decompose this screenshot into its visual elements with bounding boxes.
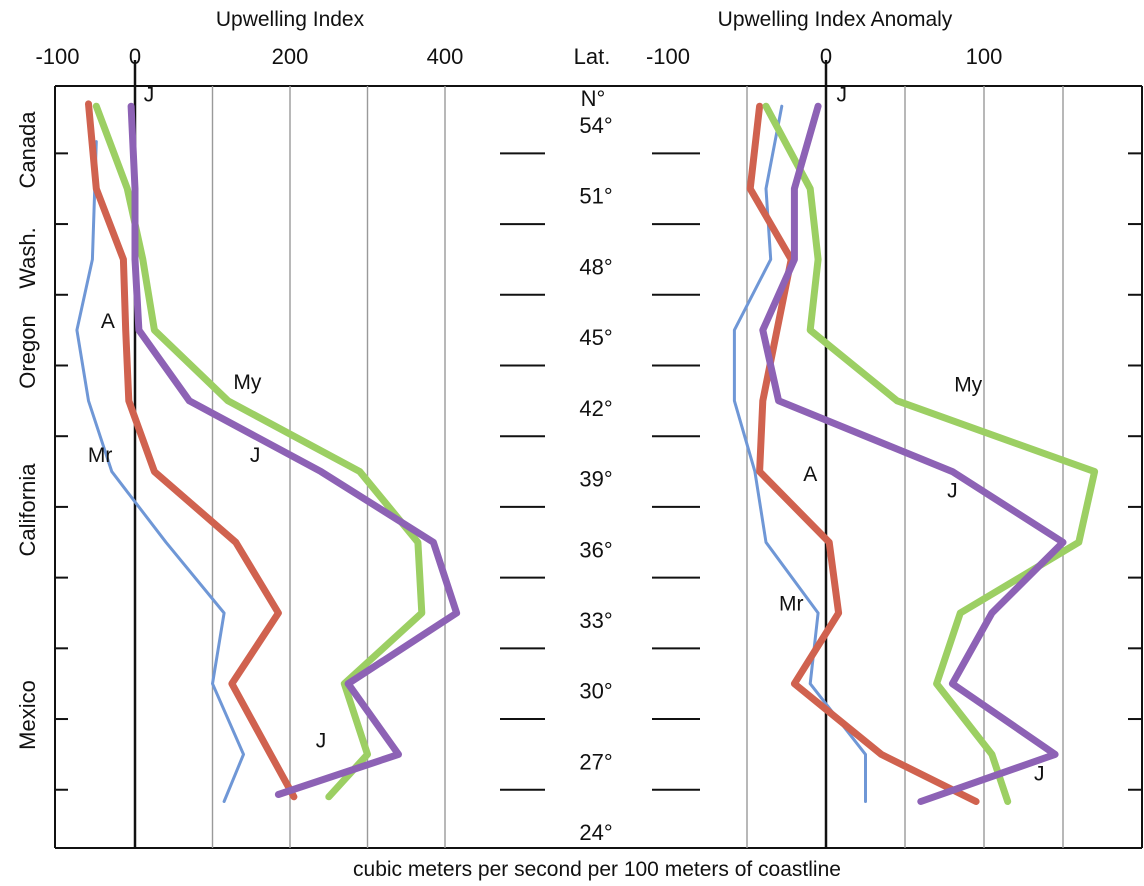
left-series-label-j: J <box>250 444 261 467</box>
left-x-tick-label: -100 <box>35 44 79 69</box>
right-series-label-j: J <box>947 479 958 502</box>
lat-label: 51° <box>579 184 612 209</box>
lat-label: 54° <box>579 113 612 138</box>
right-chart-title: Upwelling Index Anomaly <box>718 8 953 31</box>
lat-label: 48° <box>579 254 612 279</box>
right-series-a <box>746 102 980 805</box>
lat-unit: N° <box>581 86 606 111</box>
units-caption: cubic meters per second per 100 meters o… <box>353 858 841 881</box>
right-series-j <box>759 102 1067 805</box>
region-wash: Wash. <box>15 227 40 289</box>
left-x-tick-label: 0 <box>129 44 141 69</box>
lat-label: 30° <box>579 679 612 704</box>
right-x-tick-label: -100 <box>646 44 690 69</box>
right-x-tick-label: 100 <box>966 44 1003 69</box>
lat-label: 33° <box>579 608 612 633</box>
lat-label: 24° <box>579 820 612 845</box>
left-series-j <box>127 102 461 798</box>
left-series-mr <box>75 140 245 803</box>
left-x-tick-label: 400 <box>427 44 464 69</box>
left-series-label-a: A <box>101 310 115 333</box>
left-series-label-j: J <box>144 84 155 107</box>
lat-label: 39° <box>579 467 612 492</box>
lat-heading: Lat. <box>574 44 611 69</box>
region-mexico: Mexico <box>15 680 40 750</box>
left-series-label-my: My <box>233 371 261 394</box>
right-series-my <box>762 102 1099 805</box>
region-canada: Canada <box>15 111 40 189</box>
right-series-label-j: J <box>837 84 848 107</box>
lat-label: 45° <box>579 325 612 350</box>
left-series-a <box>85 100 298 801</box>
right-series-mr <box>732 104 867 803</box>
region-oregon: Oregon <box>15 315 40 388</box>
lat-label: 42° <box>579 396 612 421</box>
right-series-label-j: J <box>1034 762 1045 785</box>
right-series-label-mr: Mr <box>779 593 804 616</box>
region-california: California <box>15 463 40 557</box>
left-series-label-j: J <box>316 729 327 752</box>
lat-label: 27° <box>579 749 612 774</box>
lat-label: 36° <box>579 537 612 562</box>
right-x-tick-label: 0 <box>820 44 832 69</box>
right-series-label-a: A <box>803 463 817 486</box>
left-x-tick-label: 200 <box>272 44 309 69</box>
left-series-label-mr: Mr <box>88 444 113 467</box>
right-series-label-my: My <box>954 373 982 396</box>
left-chart-title: Upwelling Index <box>216 8 365 31</box>
